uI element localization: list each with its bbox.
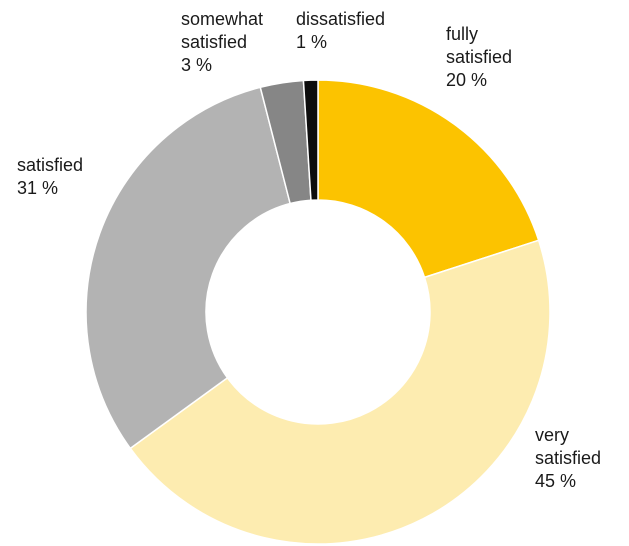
label-somewhat-satisfied: somewhat satisfied 3 % — [181, 9, 268, 75]
donut-slices — [85, 79, 551, 545]
slice-fully-satisfied — [317, 79, 540, 279]
label-fully-satisfied: fully satisfied 20 % — [446, 24, 517, 90]
label-dissatisfied: dissatisfied 1 % — [296, 9, 390, 52]
label-satisfied: satisfied 31 % — [17, 155, 88, 198]
label-very-satisfied: very satisfied 45 % — [535, 425, 606, 491]
slice-dissatisfied — [302, 79, 319, 202]
slice-very-satisfied — [129, 239, 551, 545]
slice-satisfied — [85, 86, 292, 450]
